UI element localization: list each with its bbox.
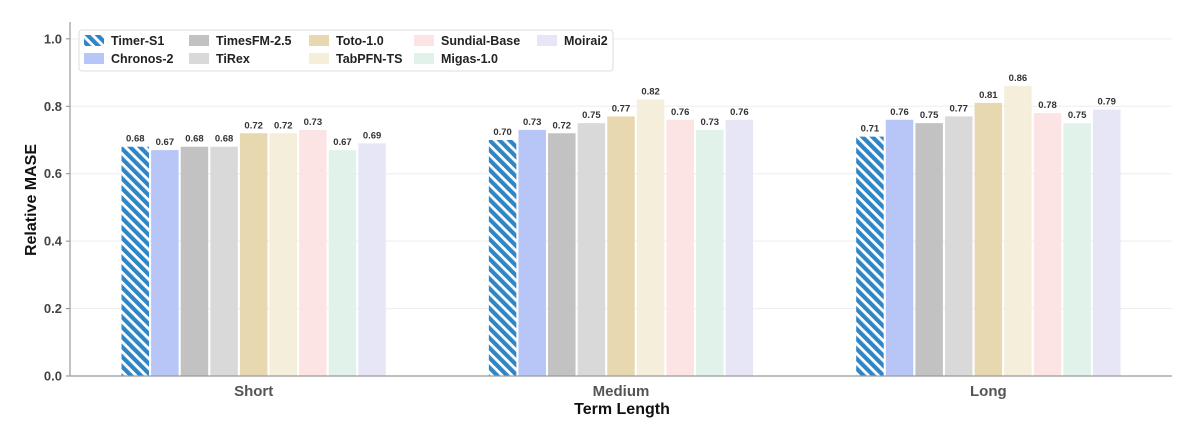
data-label: 0.78: [1038, 100, 1057, 111]
x-tick-label: Short: [234, 383, 273, 400]
data-label: 0.75: [920, 110, 939, 121]
x-tick-label: Medium: [593, 383, 650, 400]
data-label: 0.79: [1097, 97, 1116, 108]
legend-swatch-sundial-base: [414, 35, 434, 46]
legend-swatch-moirai2: [537, 35, 557, 46]
data-label: 0.75: [582, 110, 601, 121]
bar-timesfm-2-5-medium: [548, 133, 576, 376]
bar-moirai2-long: [1092, 109, 1121, 377]
data-label: 0.77: [949, 103, 968, 114]
y-tick-label: 0.8: [44, 99, 62, 114]
data-label: 0.76: [671, 107, 690, 118]
bar-moirai2-short: [358, 143, 386, 376]
bar-migas-1-0-long: [1063, 123, 1091, 377]
legend-swatch-tirex: [189, 53, 209, 64]
legend-swatch-tabpfn-ts: [309, 53, 329, 64]
bar-timesfm-2-5-short: [180, 146, 209, 376]
data-label: 0.71: [861, 124, 880, 135]
legend-label-moirai2: Moirai2: [564, 34, 608, 48]
data-label: 0.73: [701, 117, 720, 128]
legend-label-timer-s1: Timer-S1: [111, 34, 164, 48]
legend-swatch-migas-1-0: [414, 53, 434, 64]
bar-tirex-short: [210, 146, 238, 376]
bar-toto-1-0-short: [239, 133, 268, 376]
legend-label-sundial-base: Sundial-Base: [441, 34, 520, 48]
bar-migas-1-0-short: [328, 150, 357, 376]
data-label: 0.75: [1068, 110, 1087, 121]
data-label: 0.86: [1009, 73, 1028, 84]
y-tick-label: 0.2: [44, 301, 62, 316]
legend-label-chronos-2: Chronos-2: [111, 52, 174, 66]
bar-chronos-2-short: [151, 150, 179, 376]
bar-timer-s1-medium: [488, 140, 517, 376]
legend-frame: [78, 29, 614, 72]
bars: [121, 86, 1121, 377]
x-tick-label: Long: [970, 383, 1007, 400]
legend-swatch-toto-1-0: [309, 35, 329, 46]
legend-label-tabpfn-ts: TabPFN-TS: [336, 52, 402, 66]
data-label: 0.76: [730, 107, 749, 118]
data-label: 0.68: [215, 134, 234, 145]
legend-label-tirex: TiRex: [216, 52, 250, 66]
y-tick-label: 1.0: [44, 31, 62, 46]
data-labels: 0.68 0.67 0.68 0.68 0.72 0.72 0.73 0.67 0.69 0.70…: [126, 73, 1116, 148]
data-label: 0.67: [333, 137, 352, 148]
data-label: 0.72: [553, 120, 572, 131]
bar-chronos-2-medium: [518, 129, 546, 376]
data-label: 0.73: [523, 117, 542, 128]
legend-swatch-chronos-2: [84, 53, 104, 64]
bar-tirex-long: [944, 116, 973, 377]
legend: Timer-S1 Chronos-2 TimesFM-2.5 TiRex Toto-1.…: [78, 29, 614, 72]
data-label: 0.68: [126, 134, 145, 145]
bar-migas-1-0-medium: [696, 129, 724, 376]
bar-tabpfn-ts-medium: [636, 99, 665, 377]
data-label: 0.77: [612, 103, 631, 114]
data-label: 0.70: [493, 127, 512, 138]
bar-tirex-medium: [577, 123, 606, 377]
bar-toto-1-0-long: [974, 102, 1003, 377]
bar-chronos-2-long: [885, 119, 914, 377]
axes: Term Length Relative MASE 0.0 0.2 0.4 0.6 0.…: [23, 22, 1172, 418]
data-label: 0.76: [890, 107, 909, 118]
bar-tabpfn-ts-long: [1004, 86, 1032, 377]
bar-timer-s1-long: [856, 136, 884, 376]
data-label: 0.72: [244, 120, 263, 131]
bar-timesfm-2-5-long: [915, 123, 943, 377]
data-label: 0.82: [641, 87, 660, 98]
legend-swatch-timesfm-2-5: [189, 35, 209, 46]
y-tick-label: 0.6: [44, 166, 62, 181]
data-label: 0.72: [274, 120, 293, 131]
y-axis-title: Relative MASE: [23, 144, 40, 256]
legend-swatch-timer-s1: [84, 35, 104, 46]
bar-sundial-base-short: [299, 129, 327, 376]
legend-label-migas-1-0: Migas-1.0: [441, 52, 498, 66]
bar-sundial-base-long: [1033, 113, 1062, 377]
data-label: 0.73: [304, 117, 323, 128]
bar-tabpfn-ts-short: [269, 133, 298, 376]
data-label: 0.67: [156, 137, 175, 148]
legend-label-toto-1-0: Toto-1.0: [336, 34, 384, 48]
data-label: 0.69: [363, 130, 382, 141]
bar-timer-s1-short: [121, 146, 150, 376]
bar-toto-1-0-medium: [607, 116, 635, 377]
data-label: 0.68: [185, 134, 204, 145]
data-label: 0.81: [979, 90, 998, 101]
y-tick-label: 0.0: [44, 369, 62, 384]
legend-label-timesfm-2-5: TimesFM-2.5: [216, 34, 292, 48]
bar-moirai2-medium: [725, 119, 754, 377]
bar-sundial-base-medium: [666, 119, 694, 377]
y-tick-label: 0.4: [44, 234, 63, 249]
x-axis-title: Term Length: [574, 401, 670, 418]
